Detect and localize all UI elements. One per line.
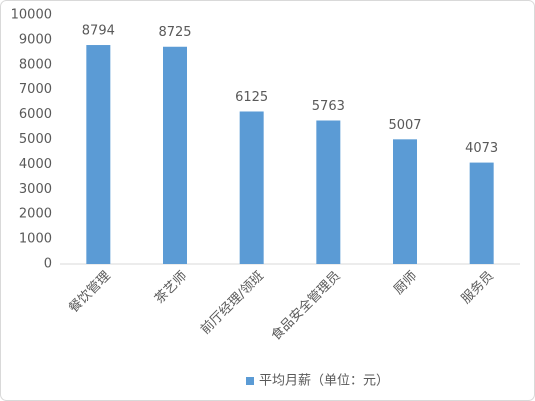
y-tick-label: 8000 xyxy=(19,57,52,72)
legend-swatch xyxy=(246,377,254,385)
bar xyxy=(239,111,264,264)
y-tick-label: 10000 xyxy=(11,8,52,23)
y-tick-label: 6000 xyxy=(19,107,52,122)
data-label: 4073 xyxy=(465,141,498,156)
y-tick-label: 0 xyxy=(44,257,52,272)
y-tick-label: 5000 xyxy=(19,132,52,147)
bar xyxy=(316,120,341,264)
bar xyxy=(86,45,111,264)
data-label: 5007 xyxy=(388,118,421,133)
y-tick-label: 4000 xyxy=(19,157,52,172)
bar xyxy=(163,46,187,265)
y-tick-label: 3000 xyxy=(19,182,52,197)
data-label: 6125 xyxy=(235,90,268,105)
data-label: 5763 xyxy=(312,99,345,114)
bar xyxy=(469,162,494,264)
y-tick-label: 1000 xyxy=(19,232,52,247)
bar xyxy=(393,139,417,264)
y-tick-label: 2000 xyxy=(19,207,52,222)
legend-label: 平均月薪（单位：元） xyxy=(259,374,389,389)
data-label: 8794 xyxy=(82,24,115,39)
y-tick-label: 7000 xyxy=(19,82,52,97)
data-label: 8725 xyxy=(158,25,191,40)
y-tick-label: 9000 xyxy=(19,32,52,47)
